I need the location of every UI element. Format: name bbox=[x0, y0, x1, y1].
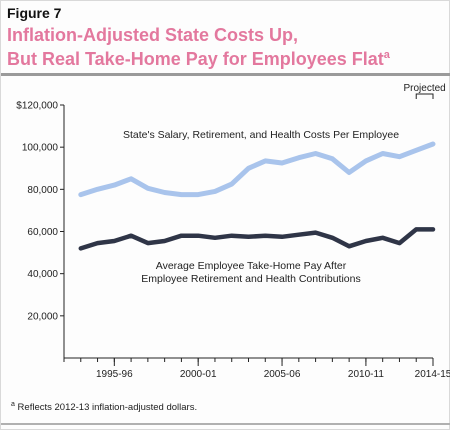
chart-title-line1: Inflation-Adjusted State Costs Up, bbox=[7, 25, 299, 45]
x-tick-label: 2005-06 bbox=[264, 369, 301, 380]
y-tick-label: 80,000 bbox=[27, 185, 58, 196]
x-tick-label: 2000-01 bbox=[180, 369, 217, 380]
series-line-take-home-pay bbox=[78, 227, 436, 251]
y-tick-label: 60,000 bbox=[27, 227, 58, 238]
chart-title: Inflation-Adjusted State Costs Up, But R… bbox=[7, 25, 390, 69]
chart-title-line2-text: But Real Take-Home Pay for Employees Fla… bbox=[7, 49, 384, 69]
annotation-take-home-line2: Employee Retirement and Health Contribut… bbox=[141, 273, 360, 285]
bottom-divider bbox=[1, 423, 450, 425]
x-tick-label: 2014-15 bbox=[415, 369, 450, 380]
title-divider bbox=[1, 73, 450, 76]
projected-bracket bbox=[415, 93, 434, 99]
chart-axes bbox=[60, 93, 434, 366]
y-tick-label: 40,000 bbox=[27, 269, 58, 280]
annotation-state-costs: State's Salary, Retirement, and Health C… bbox=[123, 129, 399, 141]
series-layer bbox=[78, 141, 436, 251]
x-tick-label: 1995-96 bbox=[96, 369, 133, 380]
chart-title-superscript: a bbox=[383, 49, 390, 61]
annotation-take-home-line1: Average Employee Take-Home Pay After bbox=[156, 260, 347, 272]
x-tick-label: 2010-11 bbox=[348, 369, 384, 380]
footnote-marker: a bbox=[11, 401, 15, 408]
y-tick-label: $120,000 bbox=[16, 101, 58, 112]
figure-label: Figure 7 bbox=[7, 5, 62, 21]
projected-label: Projected bbox=[403, 83, 445, 94]
labels-layer: 20,000 40,000 60,000 80,000 100,000 $120,000 1… bbox=[16, 83, 450, 380]
footnote: a Reflects 2012-13 inflation-adjusted do… bbox=[11, 401, 197, 413]
y-tick-label: 100,000 bbox=[22, 143, 59, 154]
footnote-text: Reflects 2012-13 inflation-adjusted doll… bbox=[17, 402, 198, 414]
series-line-state-costs bbox=[78, 141, 436, 198]
chart-title-line2: But Real Take-Home Pay for Employees Fla… bbox=[7, 45, 390, 69]
y-tick-label: 20,000 bbox=[27, 311, 58, 322]
